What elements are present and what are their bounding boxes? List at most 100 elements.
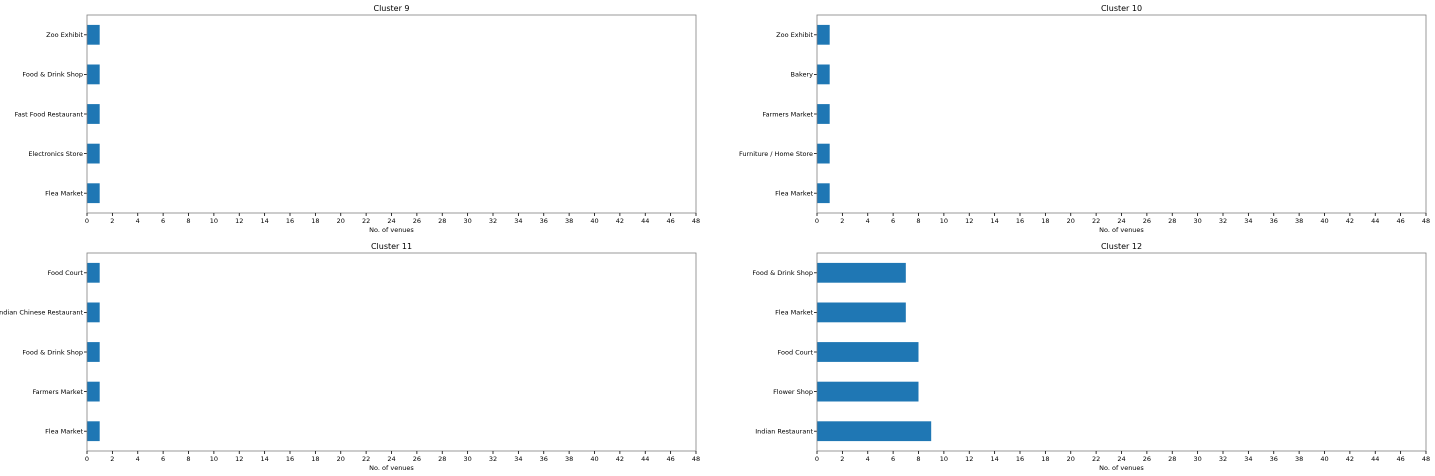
bar [87,183,100,204]
bar [87,302,100,323]
x-tick-label: 12 [235,455,243,463]
x-tick-label: 30 [463,455,471,463]
category-label: Zoo Exhibit [46,31,83,39]
category-label: Electronics Store [28,150,83,158]
x-tick-label: 30 [1193,217,1201,225]
x-tick-label: 48 [692,455,700,463]
category-label: Flea Market [775,190,813,198]
bar [87,342,100,362]
x-tick-label: 14 [990,217,998,225]
x-tick-label: 46 [666,217,674,225]
bar [817,262,906,283]
category-label: Flower Shop [773,388,813,396]
x-tick-label: 34 [1244,217,1252,225]
bar [817,104,830,124]
x-tick-label: 38 [565,217,573,225]
bar [87,143,100,164]
x-tick-label: 46 [1396,217,1404,225]
x-tick-label: 14 [990,455,998,463]
x-tick-label: 10 [210,217,218,225]
category-label: Fast Food Restaurant [15,110,84,118]
x-tick-label: 10 [940,455,948,463]
category-label: Food & Drink Shop [22,348,83,356]
x-tick-label: 18 [1041,217,1049,225]
bar [87,381,100,402]
category-label: Bakery [791,71,814,79]
x-tick-label: 46 [666,455,674,463]
x-tick-label: 44 [1371,217,1379,225]
x-tick-label: 0 [815,455,819,463]
x-tick-label: 40 [1320,217,1328,225]
x-tick-label: 4 [136,455,140,463]
x-tick-label: 24 [1117,217,1125,225]
x-tick-label: 4 [866,217,870,225]
bar [817,342,919,362]
x-tick-label: 42 [1346,217,1354,225]
bar [817,64,830,85]
x-tick-label: 20 [1067,217,1075,225]
x-tick-label: 42 [616,455,624,463]
category-label: Farmers Market [763,110,814,118]
x-tick-label: 38 [1295,217,1303,225]
x-tick-label: 14 [260,217,268,225]
x-tick-label: 2 [110,455,114,463]
x-tick-label: 44 [641,217,649,225]
x-tick-label: 18 [311,455,319,463]
x-tick-label: 28 [438,217,446,225]
x-tick-label: 20 [1067,455,1075,463]
category-label: Food Court [47,269,83,277]
x-axis-label: No. of venues [369,464,414,472]
x-tick-label: 12 [965,217,973,225]
x-tick-label: 22 [362,217,370,225]
category-label: Farmers Market [33,388,84,396]
x-tick-label: 44 [641,455,649,463]
x-tick-label: 48 [692,217,700,225]
bar [817,24,830,45]
x-tick-label: 36 [540,455,548,463]
category-label: Indian Chinese Restaurant [0,309,83,317]
chart-panel: Cluster 12 Food & Drink Shop Flea Market Fo… [752,242,1430,472]
x-tick-label: 16 [286,217,294,225]
x-tick-label: 48 [1422,217,1430,225]
x-tick-label: 24 [387,217,395,225]
x-tick-label: 26 [1143,217,1151,225]
x-tick-label: 6 [891,217,895,225]
bar [87,104,100,124]
bar [817,421,932,442]
x-tick-label: 16 [286,455,294,463]
x-tick-label: 16 [1016,217,1024,225]
x-tick-label: 38 [1295,455,1303,463]
x-tick-label: 34 [1244,455,1252,463]
x-tick-label: 8 [916,217,920,225]
x-tick-label: 40 [1320,455,1328,463]
x-tick-label: 34 [514,217,522,225]
x-tick-label: 12 [235,217,243,225]
x-tick-label: 32 [1219,217,1227,225]
category-label: Food Court [777,348,813,356]
x-tick-label: 6 [891,455,895,463]
x-tick-label: 22 [1092,217,1100,225]
x-tick-label: 0 [815,217,819,225]
x-tick-label: 2 [840,217,844,225]
category-label: Flea Market [775,309,813,317]
x-axis-label: No. of venues [1099,226,1144,234]
x-axis-label: No. of venues [1099,464,1144,472]
x-tick-label: 24 [387,455,395,463]
plot-frame [816,14,1427,214]
x-tick-label: 22 [362,455,370,463]
x-tick-label: 0 [85,455,89,463]
category-label: Furniture / Home Store [739,150,813,158]
chart-title: Cluster 12 [1101,242,1142,251]
x-tick-label: 28 [1168,217,1176,225]
bar [817,183,830,204]
category-label: Flea Market [45,190,83,198]
chart-title: Cluster 9 [373,4,409,13]
x-tick-label: 28 [438,455,446,463]
x-tick-label: 36 [1270,217,1278,225]
x-tick-label: 0 [85,217,89,225]
x-tick-label: 10 [210,455,218,463]
x-tick-label: 28 [1168,455,1176,463]
x-tick-label: 20 [337,217,345,225]
bar [817,302,906,323]
bar [87,262,100,283]
